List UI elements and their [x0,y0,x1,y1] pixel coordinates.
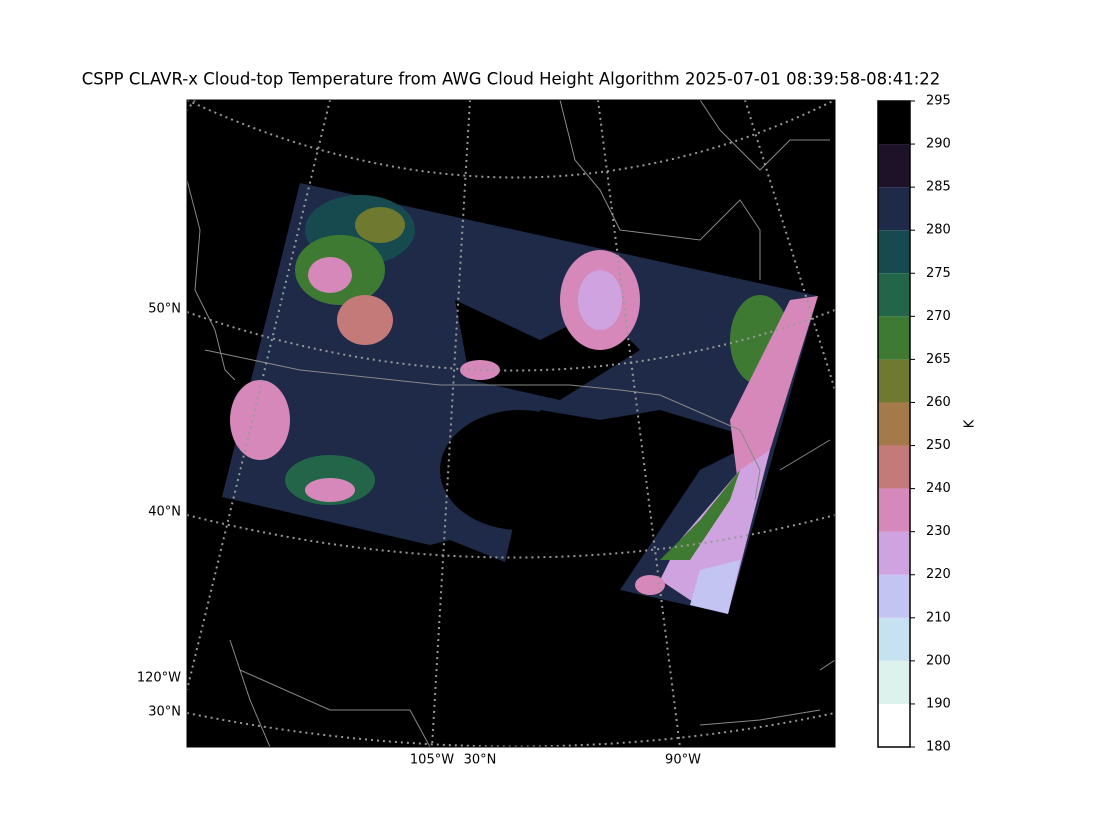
colorbar-tick-label: 285 [926,180,951,195]
colorbar-tick-label: 290 [926,137,951,152]
colorbar-tick-label: 260 [926,395,951,410]
colorbar-tick-label: 180 [926,740,951,755]
colorbar-tick-label: 230 [926,524,951,539]
colorbar-segment [878,101,910,145]
colorbar-segment [878,144,910,188]
colorbar-tick-label: 270 [926,309,951,324]
colorbar-tick-label: 220 [926,567,951,582]
lat-label: 50°N [148,302,181,317]
cloud-regions [230,195,818,614]
colorbar-segment [878,316,910,360]
colorbar-tick-label: 200 [926,653,951,668]
colorbar-tick-label: 295 [926,94,951,109]
colorbar-segment [878,574,910,618]
colorbar-tick-label: 190 [926,696,951,711]
colorbar-segment [878,230,910,274]
colorbar-segment [878,187,910,231]
coastlines [187,100,835,747]
colorbar-segment [878,273,910,317]
map-frame [186,99,836,748]
colorbar-segment [878,402,910,446]
colorbar-tick-label: 275 [926,266,951,281]
lat-label: 30°N [464,753,497,768]
colorbar-segment [878,359,910,403]
colorbar-tick-label: 280 [926,223,951,238]
title: CSPP CLAVR-x Cloud-top Temperature from … [82,70,941,89]
lon-label: 120°W [137,671,181,686]
colorbar-segment [878,445,910,489]
colorbar-tick-label: 250 [926,438,951,453]
colorbar: 180 190 200 210 220 230 240 250 260 265 270 275 280 2… [877,94,951,755]
lat-label: 40°N [148,505,181,520]
lon-label: 105°W [410,753,454,768]
colorbar-segment [878,703,910,747]
colorbar-tick-label: 240 [926,481,951,496]
colorbar-segment [878,488,910,532]
colorbar-frame [877,100,911,748]
colorbar-label: K [963,419,978,428]
colorbar-tick-label: 210 [926,610,951,625]
lon-label: 90°W [665,753,701,768]
colorbar-segment [878,617,910,661]
lat-label: 30°N [148,705,181,720]
colorbar-segment [878,531,910,575]
map [187,100,835,747]
colorbar-segment [878,660,910,704]
colorbar-tick-label: 265 [926,352,951,367]
